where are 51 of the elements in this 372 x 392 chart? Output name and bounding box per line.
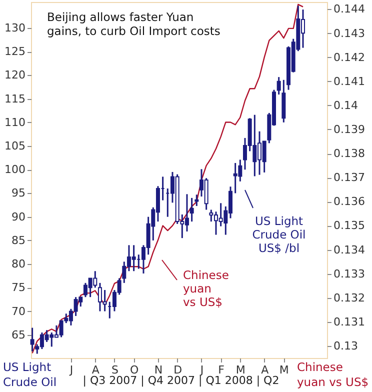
candlestick xyxy=(30,327,34,352)
y2-tick-label: 0.142 xyxy=(334,50,365,64)
x-tick-label: J xyxy=(68,364,74,376)
candlestick xyxy=(276,76,281,96)
y2-tick-label: 0.141 xyxy=(334,74,365,88)
y-tick-label: 130 xyxy=(4,21,26,34)
x-tick-label: M xyxy=(236,364,246,376)
y2-tick-label: 0.144 xyxy=(334,2,365,16)
x-tick-label: S xyxy=(111,364,118,376)
candlestick xyxy=(194,194,199,207)
y-tick-label: 70 xyxy=(12,304,26,318)
y2-tick-label: 0.139 xyxy=(334,122,365,136)
legend-label: Chinese yuan vs US$ xyxy=(183,268,229,309)
y2-tick-label: 0.143 xyxy=(334,26,365,40)
y2-tick-label: 0.136 xyxy=(334,195,365,208)
y-tick-label: 65 xyxy=(12,328,26,342)
x-tick-label: J xyxy=(199,364,204,376)
x-tick-label: F xyxy=(218,364,224,376)
y2-tick-label: 0.134 xyxy=(334,243,365,256)
y2-tick-label: 0.14 xyxy=(334,98,358,112)
line-series xyxy=(32,4,304,354)
y2-tick-label: 0.135 xyxy=(334,219,365,232)
y-tick-label: 90 xyxy=(12,210,26,224)
series-label: US Light Crude Oil US$ /bl xyxy=(252,214,306,255)
x-tick-label: A xyxy=(92,364,100,376)
y-tick-label: 105 xyxy=(4,140,26,153)
x-tick-label: A xyxy=(261,364,270,376)
y-tick-label: 125 xyxy=(4,45,26,58)
y-tick-label: 95 xyxy=(12,186,26,200)
y-tick-label: 85 xyxy=(12,234,26,247)
y-tick-label: 75 xyxy=(12,281,26,294)
y2-axis-title: Chinese yuan vs US$ xyxy=(297,360,369,389)
x-tick-label: O xyxy=(130,364,139,376)
y2-tick-label: 0.13 xyxy=(334,339,358,352)
y-tick-label: 120 xyxy=(4,68,26,82)
y2-tick-label: 0.132 xyxy=(334,291,365,304)
x-tick-label: D xyxy=(174,364,182,376)
y2-tick-label: 0.131 xyxy=(334,315,365,328)
y2-tick-label: 0.137 xyxy=(334,171,365,184)
candlestick xyxy=(190,197,194,222)
y-tick-label: 115 xyxy=(4,92,26,106)
x-tick-label: M xyxy=(279,364,289,376)
text: | Q3 2007 | Q4 2007 | Q1 2008 | Q2 xyxy=(82,374,280,387)
y2-tick-label: 0.133 xyxy=(334,267,365,280)
y-tick-label: 110 xyxy=(4,116,26,129)
y2-tick-label: 0.138 xyxy=(334,147,365,160)
x-tick-label: N xyxy=(154,364,163,376)
y-tick-label: 100 xyxy=(4,163,26,176)
text: Beijing allows faster Yuan gains, to curb Oil Import costs xyxy=(47,10,220,38)
y-tick-label: 80 xyxy=(12,258,26,271)
y-axis-title: US Light Crude Oil xyxy=(3,360,57,389)
